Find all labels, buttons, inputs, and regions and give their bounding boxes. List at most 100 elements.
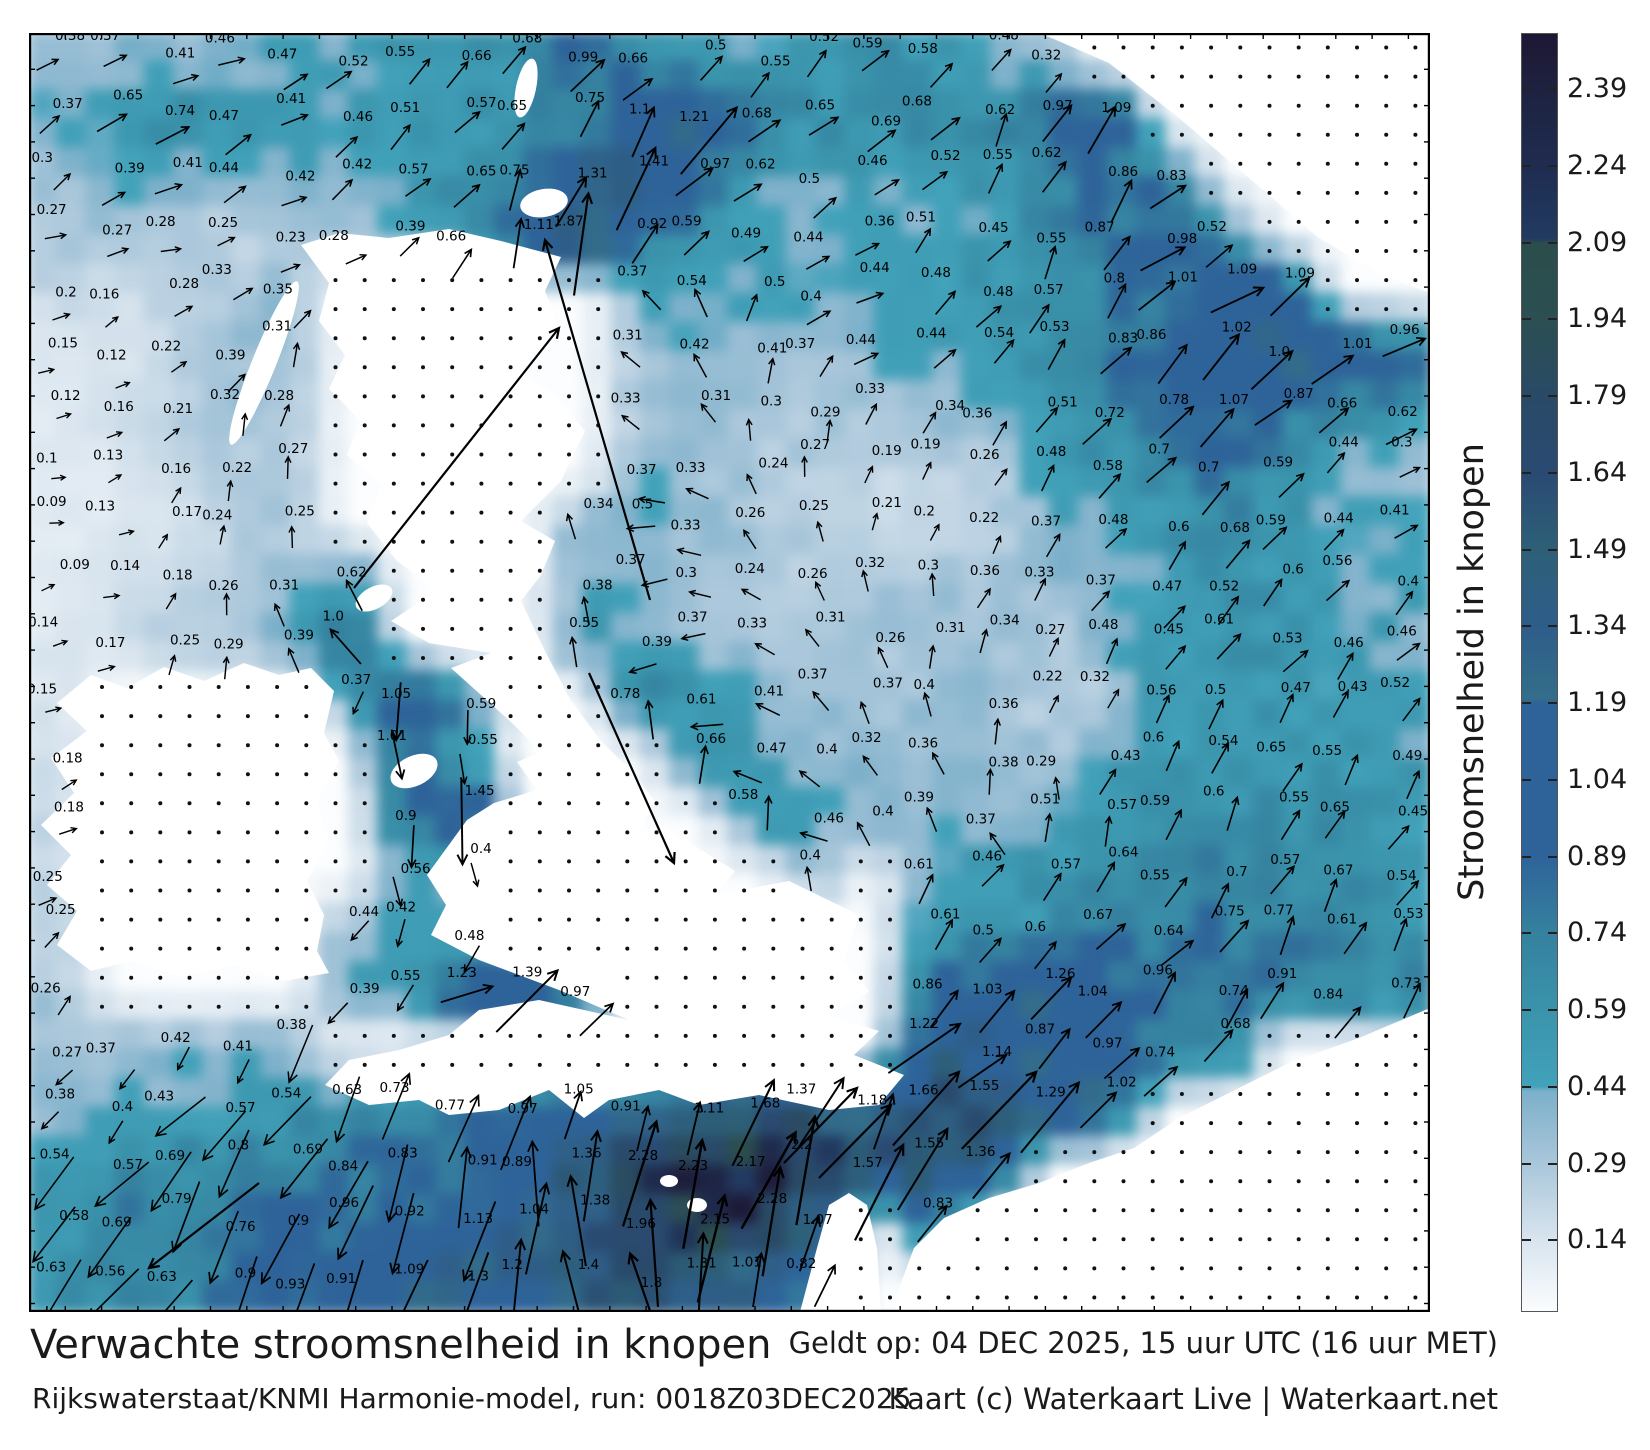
svg-text:0.44: 0.44 (793, 230, 823, 246)
svg-text:0.39: 0.39 (350, 981, 380, 997)
svg-text:0.54: 0.54 (40, 1147, 70, 1163)
svg-text:0.37: 0.37 (627, 462, 657, 478)
svg-text:0.4: 0.4 (816, 741, 837, 757)
svg-text:0.4: 0.4 (800, 289, 821, 305)
svg-text:0.56: 0.56 (95, 1263, 125, 1279)
svg-text:0.15: 0.15 (29, 682, 57, 698)
svg-text:0.36: 0.36 (970, 563, 1000, 579)
svg-text:0.27: 0.27 (52, 1044, 82, 1060)
svg-text:1.09: 1.09 (1285, 265, 1315, 281)
svg-text:0.58: 0.58 (728, 787, 758, 803)
svg-text:0.1: 0.1 (36, 451, 57, 467)
svg-text:0.18: 0.18 (54, 799, 84, 815)
svg-text:1.03: 1.03 (972, 982, 1002, 998)
svg-text:0.57: 0.57 (466, 95, 496, 111)
colorbar-tick-label: 1.79 (1567, 380, 1628, 411)
model-run-info: Rijkswaterstaat/KNMI Harmonie-model, run… (32, 1382, 912, 1415)
svg-text:0.2: 0.2 (55, 285, 76, 301)
svg-text:1.02: 1.02 (1222, 320, 1252, 336)
svg-text:0.74: 0.74 (165, 103, 195, 119)
svg-text:0.58: 0.58 (59, 1208, 89, 1224)
svg-text:1.68: 1.68 (750, 1096, 780, 1112)
svg-text:0.3: 0.3 (31, 150, 52, 166)
svg-text:0.8: 0.8 (1104, 271, 1125, 287)
svg-text:0.28: 0.28 (319, 228, 349, 244)
svg-text:0.36: 0.36 (908, 736, 938, 752)
colorbar-tick-mark (1548, 472, 1557, 474)
svg-text:0.91: 0.91 (468, 1153, 498, 1169)
svg-text:1.8: 1.8 (641, 1275, 662, 1291)
svg-text:0.46: 0.46 (814, 810, 844, 826)
svg-text:0.46: 0.46 (343, 109, 373, 125)
svg-text:0.74: 0.74 (1219, 983, 1249, 999)
valid-time: Geldt op: 04 DEC 2025, 15 uur UTC (16 uu… (788, 1326, 1498, 1360)
svg-text:1.09: 1.09 (1227, 261, 1257, 277)
svg-text:0.66: 0.66 (436, 228, 466, 244)
svg-text:0.65: 0.65 (805, 98, 835, 114)
svg-text:0.33: 0.33 (676, 460, 706, 476)
svg-text:0.09: 0.09 (37, 494, 67, 510)
colorbar-tick-mark (1548, 1009, 1557, 1011)
svg-text:0.51: 0.51 (1048, 394, 1078, 410)
land-norway (1040, 33, 1430, 293)
svg-text:0.36: 0.36 (865, 213, 895, 229)
svg-text:1.11: 1.11 (524, 217, 554, 233)
svg-text:0.32: 0.32 (210, 387, 240, 403)
svg-text:0.39: 0.39 (395, 219, 425, 235)
svg-text:0.62: 0.62 (1032, 145, 1062, 161)
svg-text:0.62: 0.62 (337, 565, 367, 581)
svg-text:1.09: 1.09 (394, 1262, 424, 1278)
land-continent (894, 1008, 1430, 1312)
svg-text:0.54: 0.54 (984, 325, 1014, 341)
colorbar-tick-mark (1522, 1086, 1531, 1088)
svg-text:0.4: 0.4 (913, 677, 934, 693)
svg-text:0.55: 0.55 (385, 44, 415, 60)
svg-text:0.59: 0.59 (1263, 454, 1293, 470)
svg-text:0.44: 0.44 (209, 160, 239, 176)
colorbar-tick-label: 0.74 (1567, 917, 1628, 948)
svg-text:0.68: 0.68 (1220, 1016, 1250, 1032)
svg-text:0.31: 0.31 (701, 388, 731, 404)
svg-text:0.52: 0.52 (809, 33, 839, 45)
svg-text:0.57: 0.57 (1034, 282, 1064, 298)
island-guernsey (660, 1175, 678, 1187)
colorbar-tick-mark (1548, 318, 1557, 320)
svg-text:0.68: 0.68 (1220, 520, 1250, 536)
svg-text:0.6: 0.6 (1282, 562, 1303, 578)
colorbar-tick-label: 0.29 (1567, 1148, 1628, 1179)
svg-text:1.22: 1.22 (909, 1016, 939, 1032)
svg-text:0.29: 0.29 (1026, 753, 1056, 769)
colorbar-tick-mark (1522, 1009, 1531, 1011)
svg-text:0.28: 0.28 (146, 214, 176, 230)
colorbar-tick-label: 1.49 (1567, 534, 1628, 565)
colorbar-tick-label: 1.64 (1567, 457, 1628, 488)
svg-text:0.55: 0.55 (1279, 789, 1309, 805)
svg-text:0.66: 0.66 (696, 731, 726, 747)
svg-text:0.63: 0.63 (332, 1082, 362, 1098)
colorbar-tick-mark (1522, 165, 1531, 167)
svg-text:0.41: 0.41 (165, 45, 195, 61)
colorbar-tick-mark (1522, 549, 1531, 551)
svg-text:1.07: 1.07 (1219, 392, 1249, 408)
svg-text:0.99: 0.99 (568, 50, 598, 66)
svg-text:0.86: 0.86 (912, 976, 942, 992)
svg-text:0.56: 0.56 (401, 861, 431, 877)
svg-text:0.86: 0.86 (1108, 164, 1138, 180)
colorbar-tick-mark (1548, 779, 1557, 781)
svg-text:0.28: 0.28 (264, 388, 294, 404)
colorbar-tick-label: 1.04 (1567, 764, 1628, 795)
svg-text:0.82: 0.82 (786, 1256, 816, 1272)
svg-text:0.39: 0.39 (215, 348, 245, 364)
svg-text:0.39: 0.39 (904, 790, 934, 806)
colorbar-tick-label: 0.44 (1567, 1071, 1628, 1102)
svg-text:0.33: 0.33 (737, 615, 767, 631)
svg-text:0.84: 0.84 (328, 1158, 358, 1174)
svg-text:0.83: 0.83 (1156, 168, 1186, 184)
svg-text:0.64: 0.64 (1154, 923, 1184, 939)
svg-text:0.23: 0.23 (276, 230, 306, 246)
island-anglesey (460, 822, 494, 844)
svg-text:0.52: 0.52 (930, 148, 960, 164)
svg-text:0.37: 0.37 (1086, 572, 1116, 588)
svg-text:1.23: 1.23 (447, 965, 477, 981)
svg-text:0.59: 0.59 (852, 35, 882, 51)
